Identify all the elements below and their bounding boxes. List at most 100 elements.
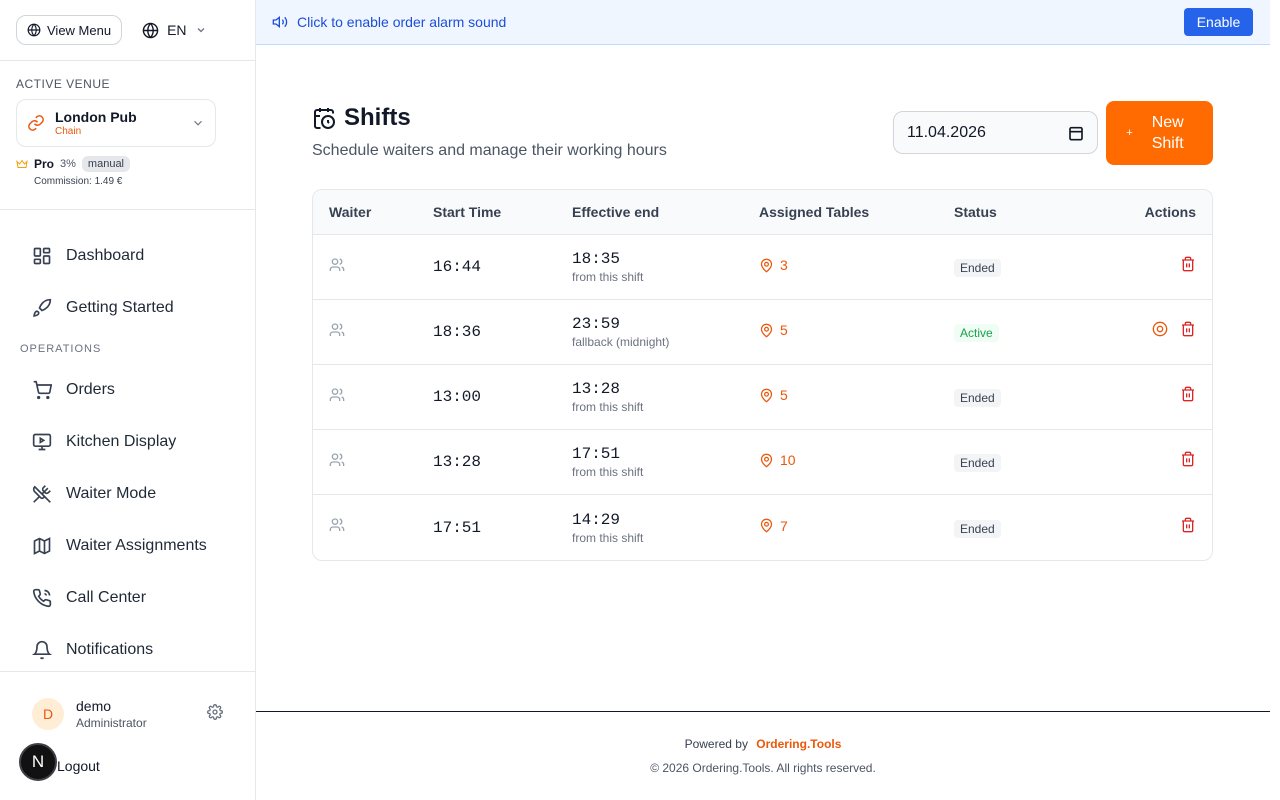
user-profile: D demo Administrator	[0, 672, 255, 730]
assigned-tables-count: 5	[780, 387, 788, 403]
sidebar-item-label: Kitchen Display	[66, 433, 177, 450]
start-time: 18:36	[433, 323, 482, 341]
chevron-down-icon	[194, 120, 202, 126]
col-header-end: Effective end	[572, 204, 660, 220]
col-header-start: Start Time	[433, 204, 502, 220]
delete-shift-button[interactable]	[1180, 386, 1196, 402]
table-row: 18:36 23:59 fallback (midnight) 5 Active	[313, 300, 1212, 365]
settings-button[interactable]	[207, 703, 223, 725]
status-badge: Ended	[954, 389, 1001, 407]
link-icon	[28, 115, 44, 131]
brand-link[interactable]: Ordering.Tools	[756, 737, 842, 751]
crown-icon	[16, 159, 28, 168]
sidebar-item-orders[interactable]: Orders	[0, 364, 255, 416]
sidebar-item-call-center[interactable]: Call Center	[0, 572, 255, 624]
next-dev-badge[interactable]: N	[19, 743, 57, 781]
status-badge: Ended	[954, 454, 1001, 472]
page-header: Shifts	[312, 104, 1213, 132]
sidebar-item-label: Dashboard	[66, 247, 145, 264]
page-subtitle: Schedule waiters and manage their workin…	[312, 142, 667, 159]
col-header-status: Status	[954, 204, 997, 220]
venue-selector[interactable]: London Pub Chain	[16, 99, 216, 147]
users-icon	[329, 518, 345, 531]
language-selector[interactable]: EN	[142, 22, 206, 39]
stop-circle-icon	[1152, 321, 1168, 337]
sidebar-item-getting-started[interactable]: Getting Started	[0, 282, 255, 334]
powered-by: Powered by Ordering.Tools	[256, 737, 1270, 751]
sidebar-item-waiter-assignments[interactable]: Waiter Assignments	[0, 520, 255, 572]
users-icon	[329, 452, 345, 466]
delete-shift-button[interactable]	[1180, 451, 1196, 467]
enable-sound-button[interactable]: Enable	[1184, 8, 1253, 36]
dashboard-icon	[33, 247, 51, 265]
speaker-icon	[272, 15, 288, 29]
active-venue-label: ACTIVE VENUE	[16, 77, 111, 91]
sidebar-top-bar: View Menu EN	[0, 0, 255, 61]
venue-name: London Pub	[55, 109, 137, 125]
end-time: 14:29	[572, 510, 621, 529]
nav-section-operations: OPERATIONS	[20, 343, 102, 355]
globe-icon	[27, 23, 41, 37]
table-row: 13:28 17:51 from this shift 10 Ended	[313, 430, 1212, 495]
phone-icon	[32, 588, 52, 608]
start-time: 16:44	[433, 258, 482, 276]
status-badge: Ended	[954, 259, 1001, 277]
trash-icon	[1182, 451, 1194, 467]
user-name: demo	[76, 698, 112, 714]
shifts-table: Waiter Start Time Effective end Assigned…	[312, 189, 1213, 561]
delete-shift-button[interactable]	[1180, 517, 1196, 533]
new-shift-button[interactable]: + New Shift	[1106, 101, 1213, 165]
end-time: 18:35	[572, 250, 621, 268]
new-shift-label: New Shift	[1151, 114, 1184, 152]
end-note: from this shift	[572, 270, 644, 284]
plan-info: Pro 3% manual	[16, 156, 239, 172]
start-time: 17:51	[433, 518, 482, 537]
end-note: fallback (midnight)	[572, 335, 670, 349]
sidebar-item-label: Orders	[66, 381, 115, 398]
users-icon	[329, 322, 345, 336]
logout-button[interactable]: Logout	[57, 758, 100, 774]
shift-date-input[interactable]: 11.04.2026	[893, 111, 1098, 154]
map-icon	[33, 537, 51, 555]
map-pin-icon	[760, 258, 773, 273]
sidebar-item-notifications[interactable]: Notifications	[0, 624, 255, 676]
date-value: 11.04.2026	[907, 123, 986, 141]
assigned-tables-count: 7	[780, 517, 788, 534]
end-note: from this shift	[572, 465, 644, 479]
alarm-banner-text[interactable]: Click to enable order alarm sound	[297, 14, 507, 30]
end-note: from this shift	[572, 530, 644, 545]
sidebar-item-dashboard[interactable]: Dashboard	[0, 230, 255, 282]
view-menu-button[interactable]: View Menu	[16, 15, 123, 45]
end-note: from this shift	[572, 400, 644, 414]
sidebar: View Menu EN ACTIVE VENUE London Pub Cha…	[0, 0, 256, 800]
calendar-icon	[1069, 126, 1083, 140]
utensils-crossed-icon	[32, 485, 51, 503]
sidebar-item-kitchen-display[interactable]: Kitchen Display	[0, 416, 255, 468]
map-pin-icon	[760, 323, 773, 338]
active-venue-section: ACTIVE VENUE London Pub Chain Pro 3% man…	[0, 61, 255, 210]
assigned-tables-count: 10	[780, 452, 796, 468]
plus-icon: +	[1126, 127, 1133, 139]
cart-icon	[33, 380, 52, 400]
map-pin-icon	[760, 518, 773, 533]
end-shift-button[interactable]	[1152, 321, 1168, 337]
users-icon	[329, 387, 345, 401]
delete-shift-button[interactable]	[1180, 321, 1196, 337]
users-icon	[329, 257, 345, 271]
start-time: 13:00	[433, 388, 482, 406]
table-row: 13:00 13:28 from this shift 5 Ended	[313, 365, 1212, 430]
bell-icon	[32, 640, 52, 660]
rocket-icon	[33, 298, 52, 317]
page-title: Shifts	[344, 104, 411, 131]
shifts-page: Shifts Schedule waiters and manage their…	[312, 100, 1213, 561]
user-role: Administrator	[76, 716, 147, 730]
delete-shift-button[interactable]	[1180, 256, 1196, 272]
gear-icon	[207, 703, 223, 720]
assigned-tables-count: 5	[780, 322, 788, 338]
start-time: 13:28	[433, 453, 482, 471]
trash-icon	[1182, 256, 1194, 272]
calendar-clock-icon	[314, 108, 335, 129]
col-header-waiter: Waiter	[329, 204, 372, 220]
trash-icon	[1182, 321, 1194, 337]
sidebar-item-waiter-mode[interactable]: Waiter Mode	[0, 468, 255, 520]
